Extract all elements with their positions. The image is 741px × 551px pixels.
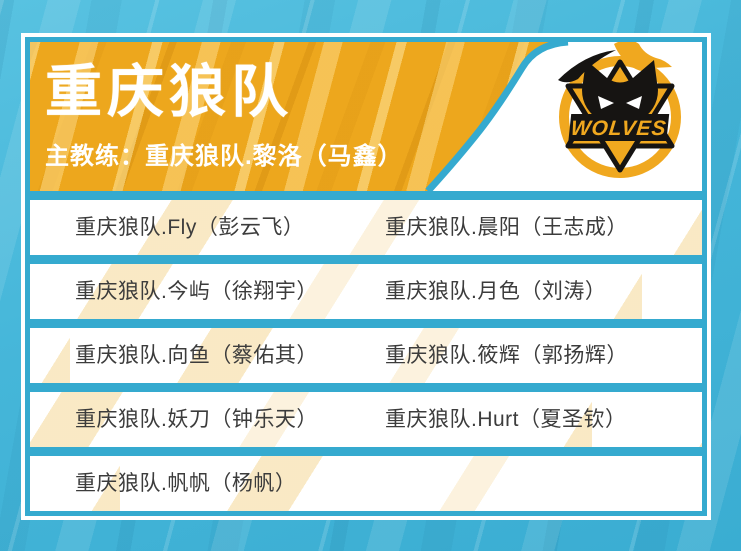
player-row: 重庆狼队.妖刀（钟乐天） 重庆狼队.Hurt（夏圣钦） — [30, 392, 702, 447]
player-name: 重庆狼队.今屿（徐翔宇） — [75, 280, 318, 303]
player-name: 重庆狼队.向鱼（蔡佑其） — [75, 344, 318, 367]
wolves-logo-icon: WOLVES — [558, 42, 681, 178]
card-header: WOLVES 重庆狼队 主教练：重庆狼队.黎洛（马鑫） — [30, 42, 702, 191]
player-name: 重庆狼队.帆帆（杨帆） — [75, 472, 297, 495]
player-name: 重庆狼队.月色（刘涛） — [385, 280, 607, 303]
player-name: 重庆狼队.Fly（彭云飞） — [75, 216, 305, 239]
player-row: 重庆狼队.Fly（彭云飞） 重庆狼队.晨阳（王志成） — [30, 200, 702, 255]
player-name: 重庆狼队.筱辉（郭扬辉） — [385, 344, 628, 367]
roster-rows: 重庆狼队.Fly（彭云飞） 重庆狼队.晨阳（王志成） 重庆狼队.今屿（徐翔宇） … — [30, 200, 702, 511]
player-row: 重庆狼队.今屿（徐翔宇） 重庆狼队.月色（刘涛） — [30, 264, 702, 319]
logo-wordmark: WOLVES — [570, 117, 668, 140]
player-name: 重庆狼队.晨阳（王志成） — [385, 216, 628, 239]
team-name-title: 重庆狼队 — [45, 60, 293, 124]
player-name: 重庆狼队.Hurt（夏圣钦） — [385, 408, 627, 431]
coach-line: 主教练：重庆狼队.黎洛（马鑫） — [45, 143, 403, 170]
player-row: 重庆狼队.帆帆（杨帆） — [30, 456, 702, 511]
player-name: 重庆狼队.妖刀（钟乐天） — [75, 408, 318, 431]
team-roster-card: WOLVES 重庆狼队 主教练：重庆狼队.黎洛（马鑫） 重庆狼队.Fly（彭云飞… — [21, 33, 711, 520]
player-row: 重庆狼队.向鱼（蔡佑其） 重庆狼队.筱辉（郭扬辉） — [30, 328, 702, 383]
